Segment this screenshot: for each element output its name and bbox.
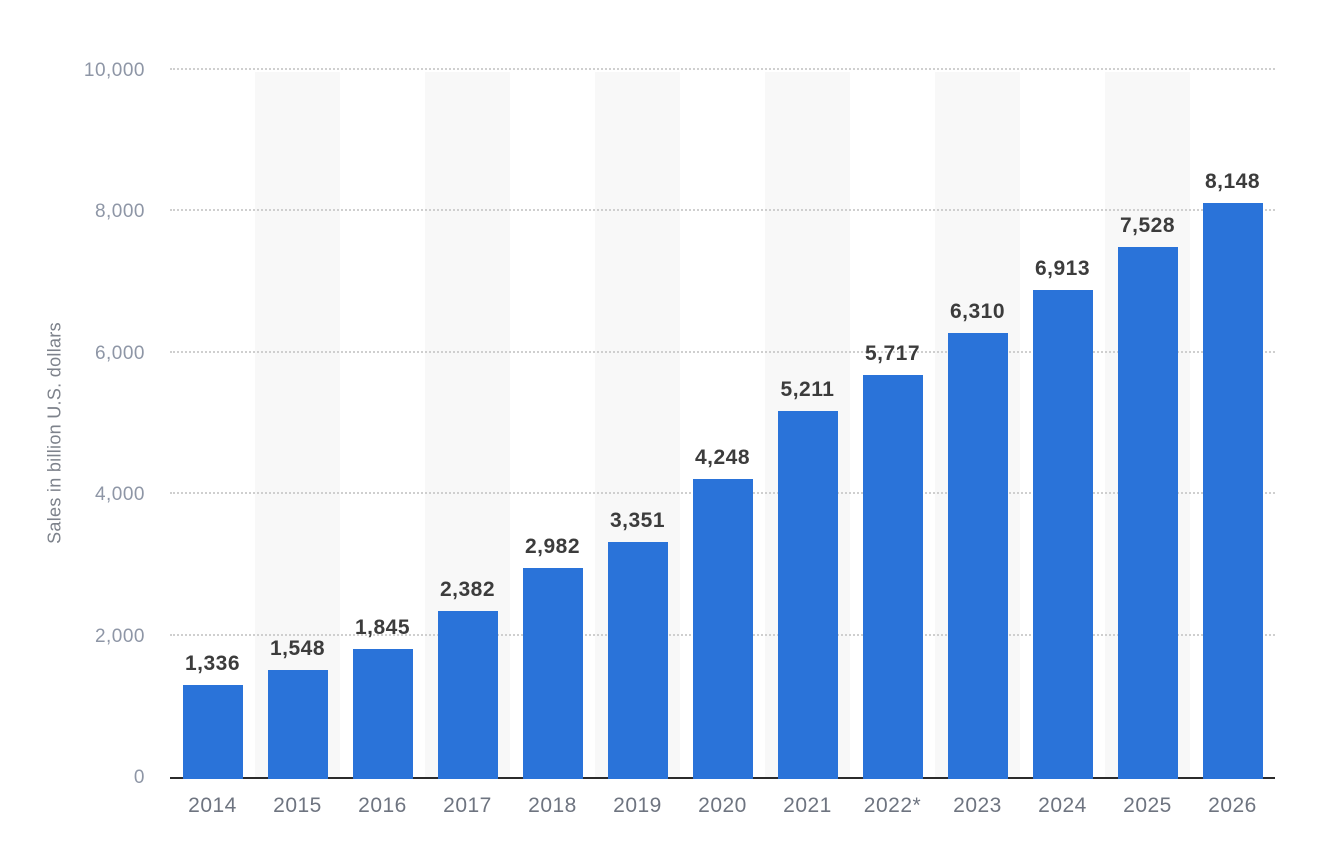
column-2022*: 5,717 2022* [850,72,935,817]
value-label-2022*: 5,717 [864,341,921,365]
y-tick-label-10000: 10,000 [83,60,145,81]
column-2024: 6,913 2024 [1020,72,1105,817]
bar-2014[interactable] [182,684,243,779]
x-tick-label-2017: 2017 [443,794,492,817]
x-tick-label-2018: 2018 [528,794,577,817]
value-label-2019: 3,351 [609,509,666,533]
column-2014: 1,336 2014 [170,72,255,817]
value-label-2023: 6,310 [949,299,1006,323]
value-label-2015: 1,548 [269,636,326,660]
value-label-2018: 2,982 [524,535,581,559]
y-tick-label-6000: 6,000 [94,342,145,364]
bar-2015[interactable] [267,669,328,779]
value-label-2024: 6,913 [1034,257,1091,281]
bar-2026[interactable] [1202,202,1263,779]
x-tick-label-2014: 2014 [188,794,237,817]
y-tick-label-0: 0 [133,767,145,788]
bar-2019[interactable] [607,542,668,779]
x-tick-label-2015: 2015 [273,794,322,817]
column-2026: 8,148 2026 [1190,72,1275,817]
column-2015: 1,548 2015 [255,72,340,817]
bar-2016[interactable] [352,648,413,779]
x-tick-label-2023: 2023 [953,794,1002,817]
value-label-2026: 8,148 [1204,169,1261,193]
column-2018: 2,982 2018 [510,72,595,817]
column-2025: 7,528 2025 [1105,72,1190,817]
column-2021: 5,211 2021 [765,72,850,817]
bar-2020[interactable] [692,478,753,779]
x-tick-label-2019: 2019 [613,794,662,817]
y-tick-label-4000: 4,000 [94,484,145,506]
column-2016: 1,845 2016 [340,72,425,817]
column-2017: 2,382 2017 [425,72,510,817]
value-label-2014: 1,336 [184,651,241,675]
x-tick-label-2021: 2021 [783,794,832,817]
x-tick-label-2025: 2025 [1123,794,1172,817]
value-label-2016: 1,845 [354,615,411,639]
gridline-10000 [170,68,1275,70]
x-tick-label-2016: 2016 [358,794,407,817]
bar-2023[interactable] [947,332,1008,779]
bar-2022*[interactable] [862,374,923,779]
bar-2021[interactable] [777,410,838,779]
value-label-2020: 4,248 [694,445,751,469]
value-label-2017: 2,382 [439,577,496,601]
column-band-2015 [255,72,340,777]
gridline-8000 [170,209,1275,212]
x-tick-label-2026: 2026 [1208,794,1257,817]
column-2023: 6,310 2023 [935,72,1020,817]
column-2019: 3,351 2019 [595,72,680,817]
x-tick-label-2022*: 2022* [863,794,922,817]
bar-2018[interactable] [522,568,583,779]
bar-2024[interactable] [1032,290,1093,779]
column-2020: 4,248 2020 [680,72,765,817]
plot-area: 1,336 2014 1,548 2015 1,845 2016 2,382 2017 2,98… [170,68,1275,817]
gridline-6000 [170,350,1275,353]
bar-2017[interactable] [437,610,498,779]
value-label-2025: 7,528 [1119,213,1176,237]
bar-2025[interactable] [1117,246,1178,779]
x-tick-label-2024: 2024 [1038,794,1087,817]
y-tick-label-8000: 8,000 [94,201,145,223]
y-tick-label-2000: 2,000 [94,625,145,647]
x-tick-label-2020: 2020 [698,794,747,817]
value-label-2021: 5,211 [780,377,835,401]
